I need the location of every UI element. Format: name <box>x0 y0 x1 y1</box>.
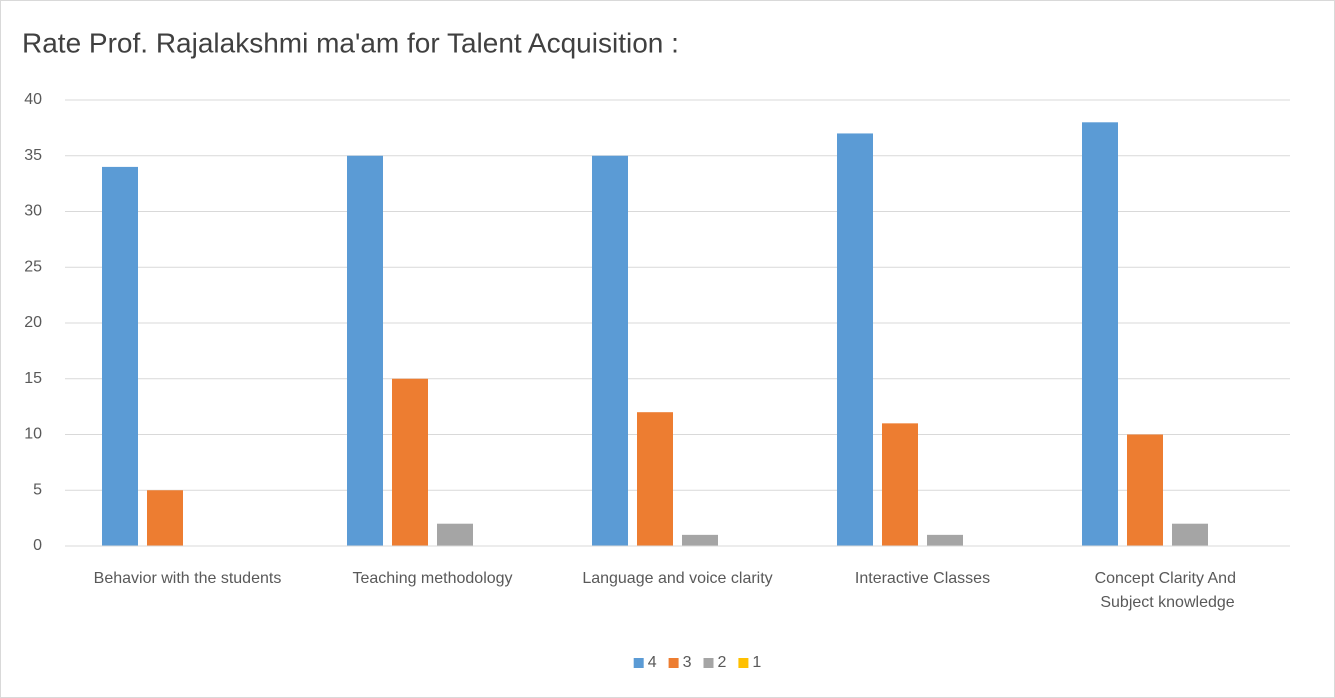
y-tick-label: 15 <box>24 370 42 387</box>
legend-swatch <box>668 658 679 668</box>
bar <box>1082 122 1118 547</box>
bar <box>1127 434 1163 546</box>
bar <box>147 490 183 546</box>
y-tick-label: 35 <box>24 147 42 164</box>
legend-swatch <box>633 658 644 668</box>
legend-label: 3 <box>683 654 692 671</box>
y-tick-label: 0 <box>33 537 42 554</box>
y-tick-label: 25 <box>24 258 42 275</box>
bar <box>392 378 428 546</box>
legend-swatch <box>738 658 749 668</box>
bar <box>637 412 673 546</box>
x-tick-label: Interactive Classes <box>855 570 990 587</box>
bar <box>682 534 718 546</box>
legend-label: 2 <box>718 654 727 671</box>
x-tick-label: Language and voice clarity <box>582 570 772 587</box>
legend-label: 4 <box>648 654 657 671</box>
legend-swatch <box>703 658 714 668</box>
y-tick-label: 20 <box>24 314 42 331</box>
bar <box>437 523 473 546</box>
bar <box>882 423 918 546</box>
bar <box>102 166 138 546</box>
bar <box>592 155 628 546</box>
chart-title: Rate Prof. Rajalakshmi ma'am for Talent … <box>22 27 679 58</box>
x-tick-label: Behavior with the students <box>94 570 282 587</box>
bar <box>927 534 963 546</box>
bar <box>1172 523 1208 546</box>
bar <box>347 155 383 546</box>
x-tick-label: Concept Clarity And Subject knowledge <box>1095 570 1241 611</box>
y-tick-label: 40 <box>24 91 42 108</box>
y-tick-label: 10 <box>24 426 42 443</box>
bar <box>837 133 873 546</box>
legend-label: 1 <box>752 654 761 671</box>
x-tick-label: Teaching methodology <box>352 570 512 587</box>
y-tick-label: 5 <box>33 481 42 498</box>
y-tick-label: 30 <box>24 203 42 220</box>
